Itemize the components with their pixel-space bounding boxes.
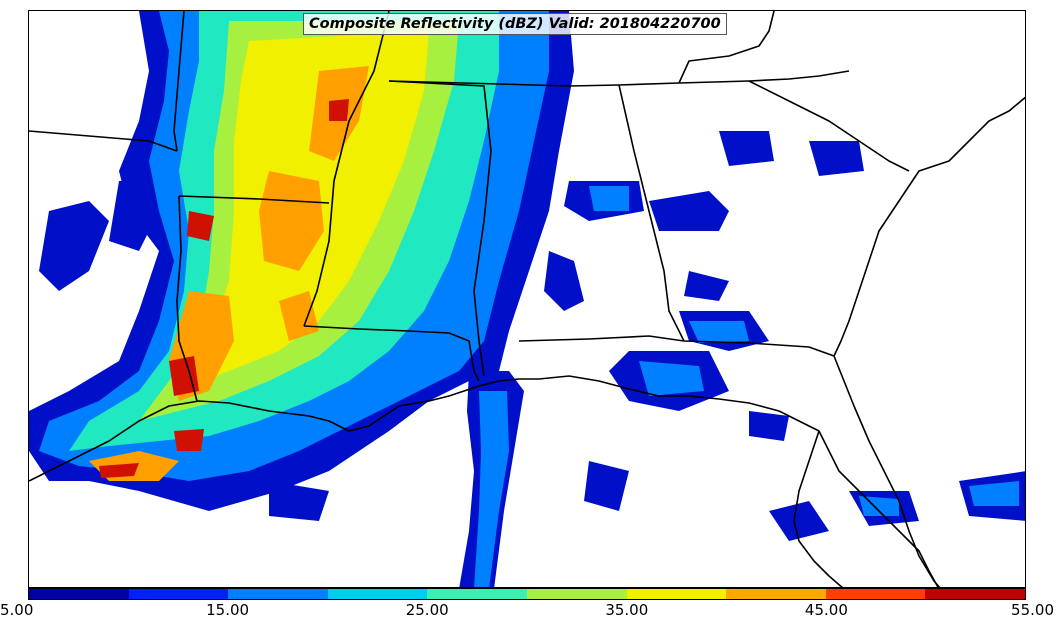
colorbar-segment (327, 589, 428, 599)
colorbar-segment (626, 589, 727, 599)
state-line-tx-la (176, 195, 198, 402)
state-line-al-ga (618, 84, 685, 342)
colorbar-segment (726, 589, 826, 599)
colorbar-segment (29, 589, 129, 599)
map-panel (28, 10, 1026, 588)
state-line-ga-sc (618, 70, 850, 86)
reflectivity-band-50-55 (99, 99, 349, 478)
colorbar-labels: 5.00 15.00 25.00 35.00 45.00 55.00 (0, 601, 1060, 623)
state-line-nc-sc (748, 80, 910, 172)
state-line-ky-tn (678, 11, 775, 84)
colorbar-tick-label: 55.00 (1011, 601, 1054, 619)
colorbar-segment (925, 589, 1025, 599)
state-line-ar-la (178, 195, 330, 204)
state-line-ar-ms (173, 11, 185, 152)
reflectivity-map (29, 11, 1025, 587)
colorbar-segment (128, 589, 229, 599)
colorbar (28, 588, 1026, 600)
florida-coast (793, 430, 843, 587)
state-line-tn-north (388, 80, 620, 87)
state-line-ok-tx (29, 130, 178, 152)
colorbar-segment (825, 589, 926, 599)
colorbar-segment (228, 589, 328, 599)
state-line-la-ms (303, 325, 480, 382)
map-title: Composite Reflectivity (dBZ) Valid: 2018… (303, 13, 727, 35)
colorbar-tick-label: 5.00 (0, 601, 34, 619)
colorbar-tick-label: 35.00 (605, 601, 649, 619)
colorbar-tick-label: 45.00 (804, 601, 848, 619)
atlantic-coastline (833, 96, 1025, 587)
gulf-coastline (29, 375, 939, 587)
colorbar-tick-label: 15.00 (206, 601, 250, 619)
colorbar-tick-label: 25.00 (405, 601, 449, 619)
state-line-fl-north (518, 335, 835, 357)
colorbar-segment (526, 589, 627, 599)
boundaries (29, 11, 1025, 587)
state-line-ms-river (303, 11, 390, 327)
state-line-ms-al (388, 80, 492, 377)
reflectivity-field (29, 11, 1025, 587)
colorbar-segment (427, 589, 527, 599)
